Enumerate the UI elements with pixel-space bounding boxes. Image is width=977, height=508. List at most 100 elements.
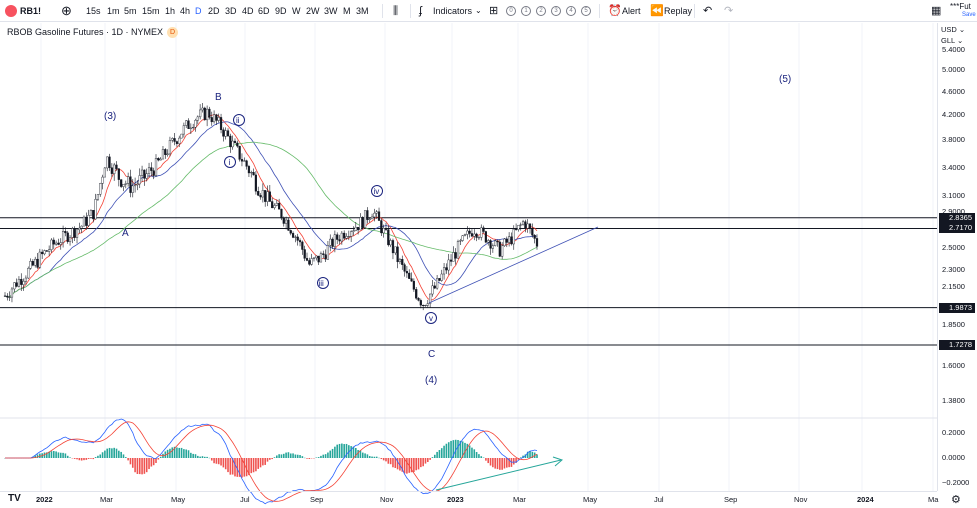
layout-grid-icon[interactable]: ⊞ [489, 5, 499, 17]
candle-body [157, 158, 160, 161]
interval-2d[interactable]: 2D [208, 6, 220, 16]
candle-body [491, 245, 494, 249]
histogram-bar [282, 453, 285, 458]
interval-15m[interactable]: 15m [142, 6, 160, 16]
interval-3w[interactable]: 3W [324, 6, 338, 16]
toolbar-divider [599, 4, 600, 18]
redo-icon[interactable]: ↷ [724, 5, 734, 17]
histogram-bar [255, 458, 257, 472]
histogram-bar [357, 450, 359, 458]
histogram-bar [350, 446, 352, 458]
candle-body [150, 167, 153, 171]
main-chart[interactable]: (3) B A C (4) (5) i ii iii iv v [0, 23, 977, 508]
histogram-bar [345, 443, 348, 458]
candle-body [259, 195, 262, 198]
histogram-bar [401, 458, 404, 472]
candle-body [10, 288, 14, 298]
histogram-bar [94, 457, 97, 458]
alert-button[interactable]: Alert [622, 6, 641, 16]
candle-body [210, 117, 213, 123]
interval-4h[interactable]: 4h [180, 6, 191, 16]
histogram-bar [46, 452, 48, 458]
histogram-bar [422, 458, 424, 467]
price-level-label[interactable]: 1.9873 [939, 302, 975, 313]
interval-4d[interactable]: 4D [242, 6, 254, 16]
interval-15s[interactable]: 15s [86, 6, 101, 16]
tradingview-logo-icon[interactable]: TV [8, 493, 21, 504]
layout-title[interactable]: ***Fut [950, 2, 971, 11]
chart-settings-gear-icon[interactable]: ⚙ [951, 494, 961, 506]
interval-5m[interactable]: 5m [124, 6, 137, 16]
histogram-bar [341, 443, 343, 458]
layout-5-button[interactable]: 5 [581, 6, 591, 16]
candle-body [436, 278, 439, 289]
compare-symbol-plus-icon[interactable]: ⊕ [61, 3, 72, 18]
interval-1m[interactable]: 1m [107, 6, 120, 16]
interval-1h[interactable]: 1h [165, 6, 176, 16]
candle-body [389, 240, 392, 246]
alert-clock-icon[interactable]: ⏰ [608, 5, 622, 17]
legend-title: RBOB Gasoline Futures · 1D · NYMEX [7, 27, 164, 37]
price-level-label[interactable]: 2.8365 [939, 212, 975, 223]
indicators-chevron-down-icon[interactable]: ⌄ [475, 6, 482, 15]
interval-w[interactable]: W [292, 6, 301, 16]
candle-body [359, 217, 362, 231]
histogram-bar [327, 452, 329, 458]
candle-body [159, 158, 162, 161]
histogram-bar [90, 458, 92, 459]
candle-body [143, 169, 146, 179]
delayed-data-badge[interactable]: D [167, 27, 179, 39]
indicators-icon[interactable]: ʄ [419, 5, 422, 17]
price-tick: 3.1000 [942, 191, 965, 200]
trendline[interactable] [428, 226, 599, 304]
candle-body [526, 223, 529, 229]
watchlist-table-icon[interactable]: ▦ [931, 5, 942, 17]
unit-selector[interactable]: GLL ⌄ [941, 36, 964, 45]
candle-body [31, 261, 34, 266]
indicators-button[interactable]: Indicators [433, 6, 473, 16]
layout-2-button[interactable]: 2 [536, 6, 546, 16]
undo-icon[interactable]: ↶ [703, 5, 713, 17]
layout-0-button[interactable]: 0 [506, 6, 516, 16]
candle-body [68, 237, 72, 242]
histogram-bar [273, 457, 276, 458]
symbol-logo-icon[interactable] [5, 5, 17, 17]
chart-legend[interactable]: RBOB Gasoline Futures · 1D · NYMEX D [7, 27, 179, 39]
interval-9d[interactable]: 9D [275, 6, 287, 16]
price-level-label[interactable]: 2.7170 [939, 223, 975, 234]
interval-2w[interactable]: 2W [306, 6, 320, 16]
price-axis[interactable]: 5.4000 5.0000 4.6000 4.2000 3.8000 3.4000 3.10… [937, 23, 977, 491]
replay-icon[interactable]: ⏪ [650, 5, 664, 17]
histogram-bar [459, 440, 462, 458]
candle-body [168, 140, 172, 155]
interval-3d[interactable]: 3D [225, 6, 237, 16]
histogram-bar [473, 449, 476, 458]
candle-body [326, 245, 330, 260]
interval-3m[interactable]: 3M [356, 6, 369, 16]
candle-body [187, 120, 190, 129]
layout-3-button[interactable]: 3 [551, 6, 561, 16]
currency-selector[interactable]: USD ⌄ [941, 25, 966, 34]
candle-body [289, 230, 292, 234]
interval-6d[interactable]: 6D [258, 6, 270, 16]
candle-body [333, 234, 336, 247]
price-level-label[interactable]: 1.7278 [939, 340, 975, 351]
divergence-arrow[interactable] [435, 456, 563, 491]
layout-4-button[interactable]: 4 [566, 6, 576, 16]
candle-type-icon[interactable]: ⫼ [393, 5, 399, 17]
candle-body [52, 239, 55, 245]
svg-text:v: v [429, 314, 433, 323]
interval-d[interactable]: D [195, 6, 202, 16]
replay-button[interactable]: Replay [664, 6, 693, 16]
histogram-bar [201, 456, 204, 458]
interval-m[interactable]: M [343, 6, 351, 16]
histogram-bar [213, 458, 215, 464]
time-axis[interactable]: TV 2022 Mar May Jul Sep Nov 2023 Mar May Jul Sep No… [0, 491, 938, 508]
candle-body [38, 251, 41, 268]
horizontal-level-lines[interactable] [0, 217, 937, 346]
layout-1-button[interactable]: 1 [521, 6, 531, 16]
candle-body [164, 149, 167, 155]
candle-body [405, 271, 409, 274]
candle-body [152, 170, 155, 176]
symbol-name[interactable]: RB1! [20, 6, 42, 16]
